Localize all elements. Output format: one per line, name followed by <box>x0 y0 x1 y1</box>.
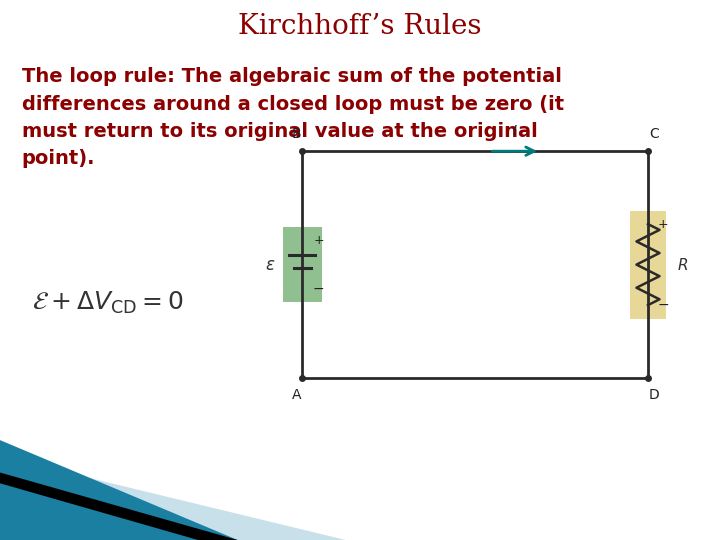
Bar <box>630 211 666 319</box>
Text: +: + <box>313 234 324 247</box>
Text: The loop rule: The algebraic sum of the potential
differences around a closed lo: The loop rule: The algebraic sum of the … <box>22 68 564 168</box>
Polygon shape <box>0 440 238 540</box>
Text: $I$: $I$ <box>512 124 518 138</box>
Text: −: − <box>312 282 325 296</box>
Text: $\varepsilon$: $\varepsilon$ <box>265 255 275 274</box>
Polygon shape <box>0 456 346 540</box>
Bar <box>282 227 322 302</box>
Text: A: A <box>292 388 302 402</box>
Text: −: − <box>657 298 669 312</box>
Text: +: + <box>658 218 668 231</box>
Text: B: B <box>292 127 302 141</box>
Text: $\mathcal{E} + \Delta V_{\mathrm{CD}} = 0$: $\mathcal{E} + \Delta V_{\mathrm{CD}} = … <box>32 289 184 315</box>
Text: C: C <box>649 127 659 141</box>
Text: D: D <box>649 388 659 402</box>
Text: $R$: $R$ <box>677 256 688 273</box>
Text: Kirchhoff’s Rules: Kirchhoff’s Rules <box>238 14 482 40</box>
Polygon shape <box>0 472 238 540</box>
